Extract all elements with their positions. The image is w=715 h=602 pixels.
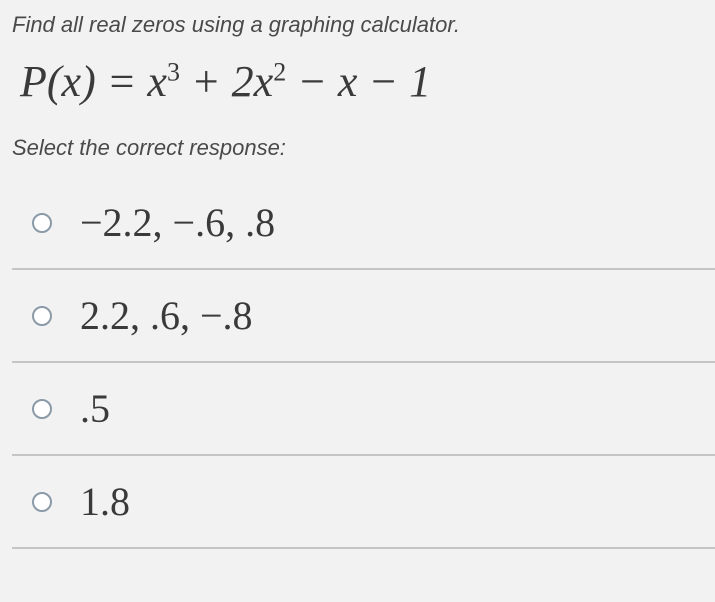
radio-icon[interactable] [32, 492, 52, 512]
question-container: Find all real zeros using a graphing cal… [0, 0, 715, 549]
option-row[interactable]: 2.2, .6, −.8 [12, 270, 715, 363]
question-equation: P(x) = x3 + 2x2 − x − 1 [12, 56, 715, 107]
radio-icon[interactable] [32, 399, 52, 419]
option-row[interactable]: 1.8 [12, 456, 715, 549]
radio-icon[interactable] [32, 306, 52, 326]
select-response-label: Select the correct response: [12, 135, 715, 161]
option-text: −2.2, −.6, .8 [80, 199, 275, 246]
radio-icon[interactable] [32, 213, 52, 233]
option-row[interactable]: −2.2, −.6, .8 [12, 177, 715, 270]
question-instruction: Find all real zeros using a graphing cal… [12, 12, 715, 38]
option-text: 1.8 [80, 478, 130, 525]
option-row[interactable]: .5 [12, 363, 715, 456]
option-text: 2.2, .6, −.8 [80, 292, 253, 339]
option-text: .5 [80, 385, 110, 432]
